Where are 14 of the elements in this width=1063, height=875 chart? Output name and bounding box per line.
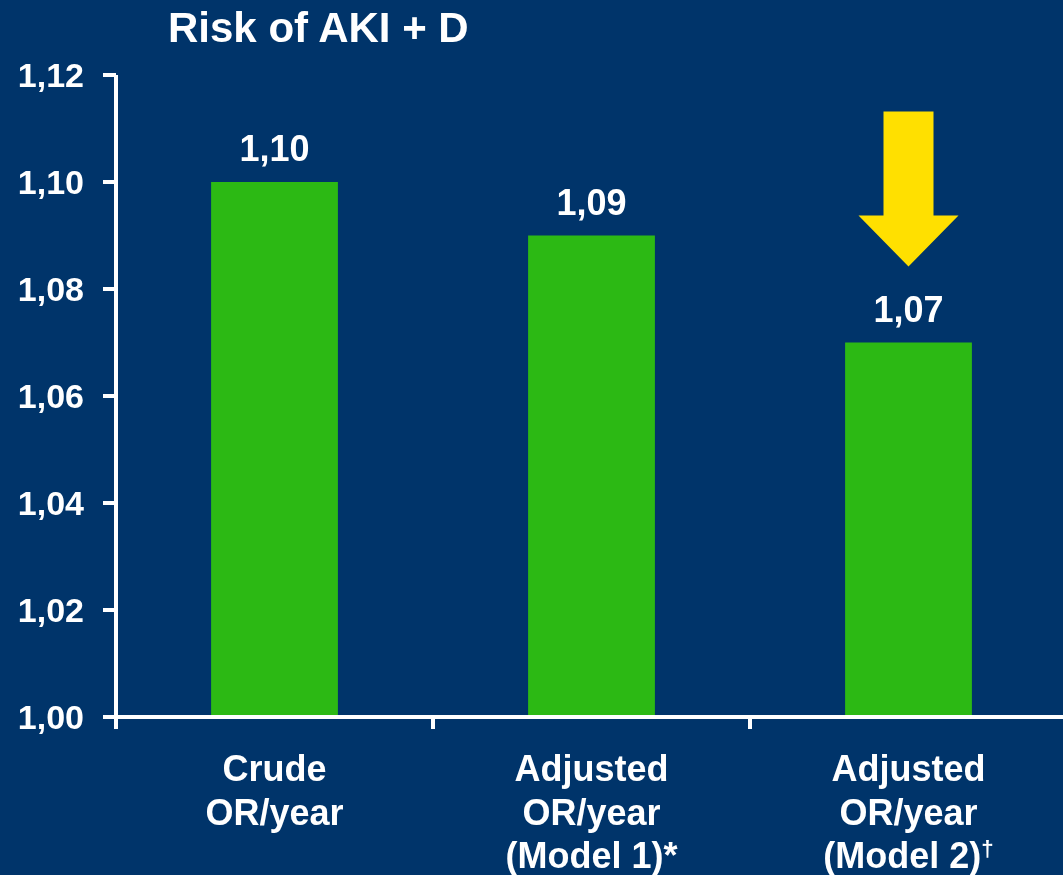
- data-label: 1,10: [239, 128, 310, 169]
- y-tick-label: 1,00: [17, 697, 84, 736]
- data-label: 1,07: [873, 288, 944, 330]
- y-tick-label: 1,10: [17, 162, 84, 201]
- data-label: 1,09: [556, 181, 627, 223]
- y-tick-label: 1,08: [17, 269, 84, 308]
- x-tick-label: Adjusted OR/year (Model 2)$^{†}$: [823, 748, 994, 875]
- y-tick-label: 1,06: [17, 376, 84, 415]
- x-tick-label: Adjusted OR/year (Model 1)*: [505, 748, 678, 875]
- y-tick-label: 1,12: [17, 55, 84, 94]
- x-tick-label: Crude OR/year: [205, 748, 344, 833]
- y-tick-label: 1,04: [17, 483, 85, 522]
- y-tick-label: 1,02: [17, 590, 84, 629]
- chart-title: Risk of AKI + D: [168, 4, 469, 51]
